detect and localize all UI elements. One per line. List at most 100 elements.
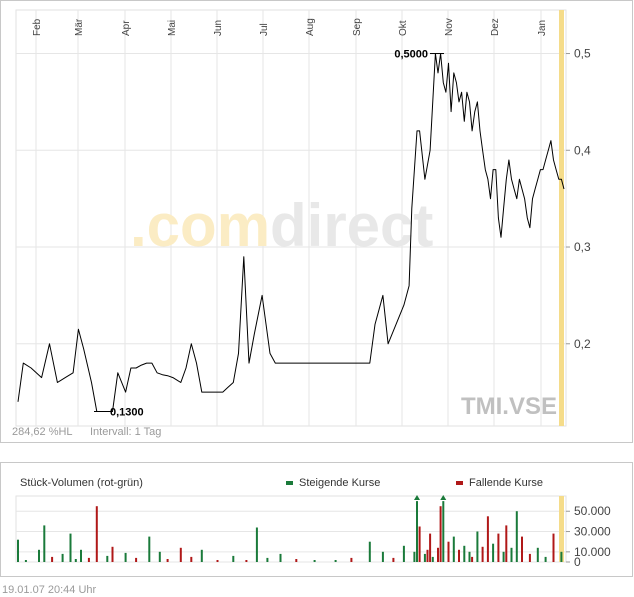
volume-bar bbox=[158, 551, 161, 562]
volume-bar bbox=[536, 547, 539, 562]
volume-bar bbox=[245, 560, 248, 562]
volume-bar bbox=[124, 552, 127, 562]
volume-bar bbox=[166, 559, 169, 562]
month-label: Feb bbox=[32, 18, 43, 36]
month-label: Sep bbox=[352, 18, 363, 36]
volume-bar bbox=[61, 553, 64, 562]
volume-bar bbox=[69, 533, 72, 562]
volume-bar bbox=[481, 546, 484, 562]
volume-bar bbox=[255, 527, 258, 562]
volume-bar bbox=[476, 531, 479, 562]
falling-legend-swatch bbox=[456, 481, 463, 485]
volume-bar bbox=[544, 556, 547, 562]
volume-bar bbox=[437, 547, 439, 562]
volume-bar bbox=[486, 516, 489, 562]
month-label: Nov bbox=[444, 18, 455, 36]
volume-bar bbox=[528, 553, 531, 562]
volume-bar bbox=[334, 560, 337, 562]
volume-bar bbox=[442, 501, 445, 562]
volume-bar bbox=[468, 551, 471, 562]
volume-tick-label: 30.000 bbox=[574, 525, 611, 539]
volume-bar bbox=[418, 526, 421, 562]
rising-legend-swatch bbox=[286, 481, 293, 485]
volume-bar bbox=[200, 549, 203, 562]
volume-bar bbox=[17, 539, 19, 562]
volume-bar bbox=[43, 525, 46, 562]
month-label: Jan bbox=[537, 20, 548, 36]
volume-bar bbox=[429, 533, 432, 562]
price-tick-label: 0,4 bbox=[574, 143, 591, 157]
volume-tick-label: 0 bbox=[574, 555, 581, 569]
watermark-direct: direct bbox=[270, 192, 433, 259]
volume-panel-frame bbox=[0, 462, 633, 577]
volume-bar bbox=[521, 536, 523, 562]
price-tick-label: 0,2 bbox=[574, 337, 591, 351]
month-label: Jul bbox=[259, 23, 270, 36]
price-series bbox=[17, 53, 565, 412]
price-tick-label: 0,3 bbox=[574, 240, 591, 254]
timestamp: 19.01.07 20:44 Uhr bbox=[2, 584, 97, 596]
volume-bar bbox=[413, 551, 416, 562]
volume-bar bbox=[502, 551, 505, 562]
volume-bar bbox=[505, 525, 508, 562]
rising-legend-label: Steigende Kurse bbox=[299, 477, 380, 489]
volume-bar bbox=[452, 536, 455, 562]
month-label: Dez bbox=[490, 18, 501, 36]
month-label: Mär bbox=[74, 18, 85, 36]
volume-bar bbox=[515, 511, 518, 562]
watermark-com: .com bbox=[130, 192, 270, 259]
volume-bar bbox=[51, 556, 54, 562]
volume-bar bbox=[552, 533, 555, 562]
month-label: Apr bbox=[121, 20, 132, 36]
volume-bar bbox=[106, 555, 109, 562]
volume-bar bbox=[431, 556, 434, 562]
volume-bar bbox=[232, 555, 235, 562]
volume-bar bbox=[492, 543, 495, 562]
volume-bar bbox=[80, 549, 82, 562]
volume-bar bbox=[368, 541, 371, 562]
price-tick-label: 0,5 bbox=[574, 47, 591, 61]
price-panel-frame bbox=[0, 0, 633, 443]
volume-bar bbox=[179, 547, 182, 562]
volume-bar bbox=[24, 560, 27, 562]
price-line bbox=[17, 53, 565, 412]
performance-label: 284,62 %HL bbox=[12, 426, 73, 438]
volume-tick-label: 10.000 bbox=[574, 545, 611, 559]
volume-bar bbox=[216, 560, 219, 562]
volume-bar bbox=[458, 549, 460, 562]
volume-bar bbox=[426, 549, 429, 562]
volume-bar bbox=[266, 557, 269, 562]
volume-bar bbox=[560, 551, 563, 562]
high-annotation: 0,5000 bbox=[394, 49, 428, 61]
volume-bar bbox=[463, 545, 466, 562]
volume-bar bbox=[295, 559, 298, 562]
volume-bar bbox=[279, 553, 282, 562]
volume-bar bbox=[497, 533, 500, 562]
volume-bar bbox=[38, 549, 40, 562]
volume-bar bbox=[111, 546, 114, 562]
volume-bar bbox=[381, 551, 384, 562]
interval-label: Intervall: 1 Tag bbox=[90, 426, 161, 438]
price-annotations: 0,5000 0,1300 bbox=[94, 49, 444, 418]
volume-current-day-highlight bbox=[559, 496, 564, 562]
month-label: Mai bbox=[167, 20, 178, 36]
volume-bar bbox=[423, 553, 426, 562]
month-label: Jun bbox=[213, 20, 224, 36]
volume-bar bbox=[439, 506, 442, 562]
volume-bar bbox=[74, 559, 77, 562]
current-day-highlight bbox=[559, 10, 564, 426]
volume-bar bbox=[402, 545, 405, 562]
volume-bar bbox=[471, 556, 474, 562]
falling-legend-label: Fallende Kurse bbox=[469, 477, 543, 489]
volume-tick-label: 50.000 bbox=[574, 504, 611, 518]
volume-bar bbox=[416, 501, 418, 562]
volume-title: Stück-Volumen (rot-grün) bbox=[20, 477, 143, 489]
volume-bar bbox=[392, 557, 395, 562]
month-label: Okt bbox=[398, 20, 409, 36]
volume-overflow-arrow bbox=[440, 495, 447, 500]
volume-bar bbox=[510, 547, 513, 562]
volume-bar bbox=[148, 536, 151, 562]
volume-bar bbox=[135, 557, 138, 562]
